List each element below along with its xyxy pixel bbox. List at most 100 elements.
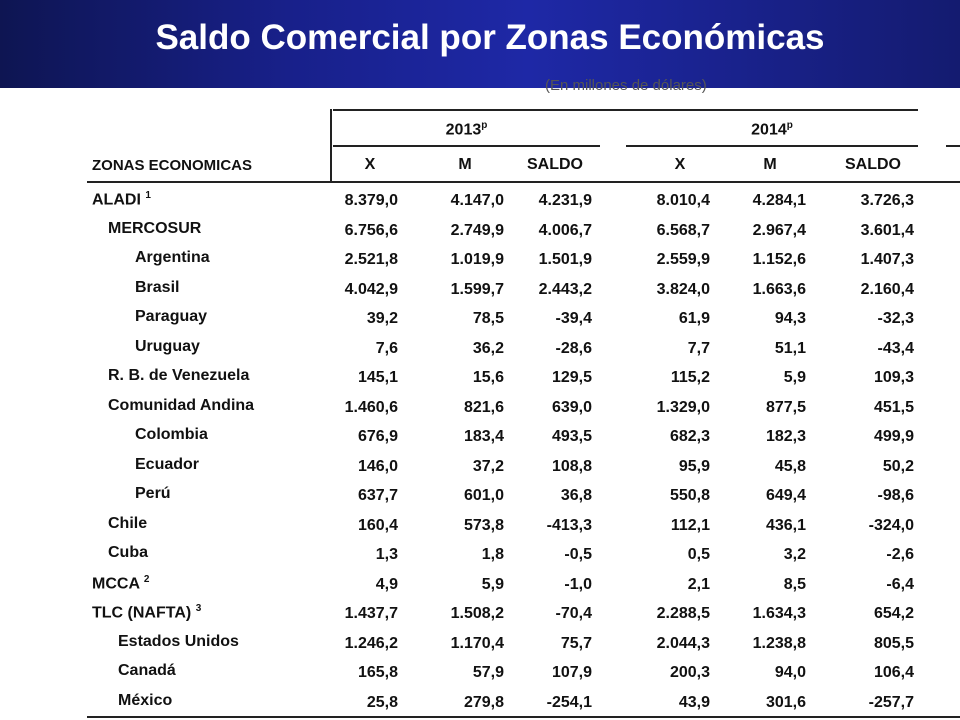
header-bottom-rule [87, 181, 960, 183]
cell-saldo-2013: 2.443,2 [538, 280, 592, 298]
header-top-rule [333, 109, 918, 111]
cell-saldo-2014: 3.726,3 [860, 192, 914, 209]
cell-saldo-2014: -6,4 [886, 575, 914, 593]
cell-x-2013: 1.437,7 [344, 605, 398, 622]
cell-x-2013: 7,6 [375, 339, 398, 357]
cell-m-2014: 301,6 [765, 693, 806, 711]
year-2014-underline [626, 145, 918, 147]
zone-name: Chile [108, 514, 148, 532]
cell-m-2014: 3,2 [783, 546, 806, 563]
cell-saldo-2013: -1,0 [564, 575, 592, 593]
cell-saldo-2014: 451,5 [873, 398, 914, 416]
table-row: ALADI 1 8.379,0 4.147,0 4.231,9 8.010,4 4.284… [0, 183, 960, 213]
cell-m-2014: 4.284,1 [752, 192, 806, 209]
cell-m-2013: 1.170,4 [450, 634, 504, 652]
cell-x-2014: 550,8 [669, 487, 710, 504]
cell-saldo-2014: 654,2 [873, 605, 914, 622]
cell-m-2014: 94,3 [774, 310, 806, 327]
cell-saldo-2014: 2.160,4 [860, 280, 914, 298]
zone-name: TLC (NAFTA) 3 [92, 603, 202, 622]
cell-m-2013: 279,8 [463, 693, 504, 711]
col-m-2013: M [458, 156, 472, 173]
cell-m-2014: 1.634,3 [752, 605, 806, 622]
zone-name: Paraguay [135, 308, 208, 325]
cell-x-2013: 8.379,0 [344, 192, 398, 209]
cell-saldo-2013: -70,4 [555, 605, 592, 622]
next-year-underline [946, 145, 960, 147]
zone-name: R. B. de Venezuela [108, 367, 250, 384]
cell-x-2014: 112,1 [670, 516, 710, 534]
cell-m-2014: 877,5 [765, 398, 806, 416]
cell-x-2013: 146,0 [357, 457, 398, 475]
cell-saldo-2014: -257,7 [868, 693, 914, 711]
year-2013-underline [333, 145, 600, 147]
table-row: Comunidad Andina 1.460,6 821,6 639,0 1.329,0… [0, 390, 960, 420]
cell-x-2013: 676,9 [357, 428, 398, 445]
cell-x-2013: 1.246,2 [344, 634, 398, 652]
zone-name: Uruguay [135, 337, 200, 355]
cell-x-2014: 2.288,5 [656, 605, 710, 622]
table-row: Ecuador 146,0 37,2 108,8 95,9 45,8 50,2 [0, 449, 960, 479]
table-row: Colombia 676,9 183,4 493,5 682,3 182,3 499,9 [0, 419, 960, 449]
cell-saldo-2014: 50,2 [882, 457, 914, 475]
zone-name: Canadá [118, 662, 176, 679]
cell-m-2013: 37,2 [472, 457, 504, 475]
footnote-marker: 2 [143, 573, 150, 585]
cell-m-2014: 8,5 [783, 575, 806, 593]
zone-name: México [118, 691, 173, 709]
col-x-2014: X [674, 156, 686, 173]
cell-saldo-2014: 1.407,3 [860, 251, 914, 268]
table-row: Uruguay 7,6 36,2 -28,6 7,7 51,1 -43,4 [0, 331, 960, 361]
cell-x-2013: 145,1 [357, 369, 398, 386]
col-saldo-2013: SALDO [527, 156, 583, 173]
col-m-2014: M [763, 156, 777, 173]
header-divider [330, 109, 332, 181]
cell-m-2013: 183,4 [463, 428, 504, 445]
zone-name: Cuba [108, 544, 148, 561]
cell-x-2014: 115,2 [670, 369, 710, 386]
cell-m-2014: 2.967,4 [752, 221, 806, 239]
cell-m-2013: 15,6 [472, 369, 504, 386]
cell-x-2014: 6.568,7 [656, 221, 710, 239]
table-row: Brasil 4.042,9 1.599,7 2.443,2 3.824,0 1.663,… [0, 272, 960, 302]
cell-x-2013: 39,2 [366, 310, 398, 327]
cell-m-2013: 57,9 [472, 664, 504, 681]
cell-x-2014: 0,5 [687, 546, 710, 563]
table-row: Cuba 1,3 1,8 -0,5 0,5 3,2 -2,6 [0, 537, 960, 567]
cell-x-2014: 43,9 [678, 693, 710, 711]
zone-name: Brasil [135, 278, 180, 296]
cell-x-2014: 8.010,4 [656, 192, 710, 209]
cell-saldo-2014: -32,3 [877, 310, 914, 327]
table-row: TLC (NAFTA) 3 1.437,7 1.508,2 -70,4 2.288,5 1… [0, 596, 960, 626]
cell-m-2014: 182,3 [765, 428, 806, 445]
cell-x-2013: 2.521,8 [344, 251, 398, 268]
cell-saldo-2013: -413,3 [546, 516, 592, 534]
cell-saldo-2014: 106,4 [873, 664, 914, 681]
cell-m-2013: 1.599,7 [450, 280, 504, 298]
table-row: Canadá 165,8 57,9 107,9 200,3 94,0 106,4 [0, 655, 960, 685]
zone-column-header: ZONAS ECONOMICAS [92, 157, 253, 174]
cell-saldo-2013: 129,5 [551, 369, 592, 386]
cell-m-2014: 1.152,6 [752, 251, 806, 268]
year-header-2014: 2014p [751, 120, 793, 139]
zone-name: Estados Unidos [118, 632, 239, 650]
cell-saldo-2014: 109,3 [873, 369, 914, 386]
cell-x-2013: 25,8 [366, 693, 398, 711]
cell-saldo-2013: -254,1 [546, 693, 592, 711]
cell-saldo-2013: -39,4 [555, 310, 592, 327]
cell-x-2013: 1,3 [375, 546, 398, 563]
zone-name: Colombia [135, 426, 208, 443]
cell-saldo-2014: -2,6 [886, 546, 914, 563]
cell-saldo-2014: 499,9 [873, 428, 914, 445]
cell-saldo-2013: 4.006,7 [538, 221, 592, 239]
footnote-marker: 3 [195, 603, 202, 614]
cell-m-2014: 649,4 [765, 487, 806, 504]
title-banner: Saldo Comercial por Zonas Económicas [0, 0, 960, 88]
cell-x-2013: 6.756,6 [344, 221, 398, 239]
table-row: Argentina 2.521,8 1.019,9 1.501,9 2.559,9 1.1… [0, 242, 960, 272]
cell-saldo-2013: 75,7 [560, 634, 592, 652]
cell-x-2013: 637,7 [357, 487, 398, 504]
cell-x-2014: 2.559,9 [656, 251, 710, 268]
cell-m-2013: 821,6 [463, 398, 504, 416]
zone-name: Argentina [135, 249, 210, 266]
